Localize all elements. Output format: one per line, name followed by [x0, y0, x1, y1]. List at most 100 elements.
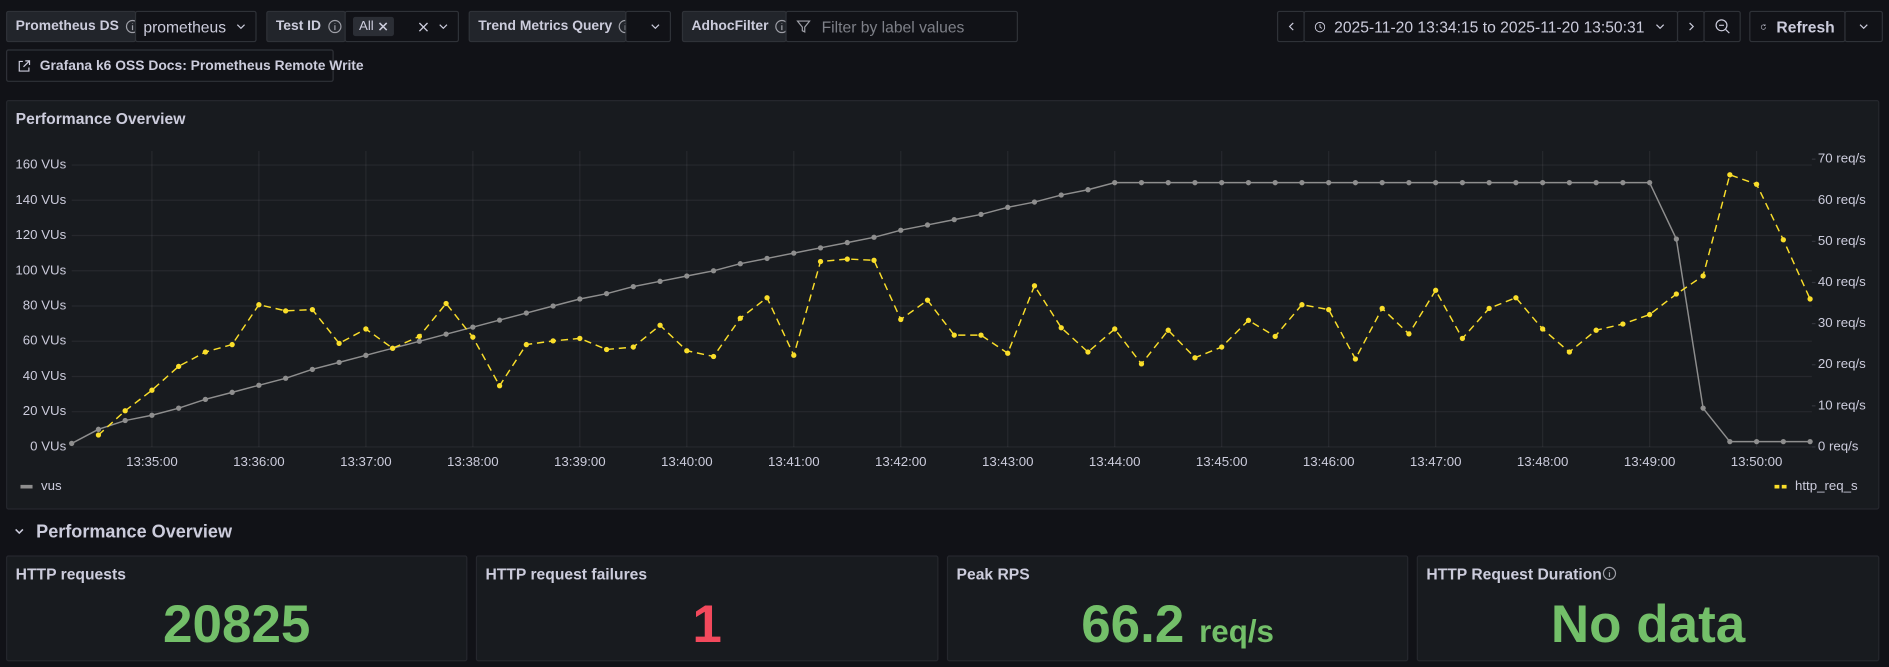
data-point [1379, 305, 1385, 312]
data-point [577, 335, 583, 342]
x-tick-label: 13:45:00 [1196, 454, 1248, 469]
data-point [1486, 305, 1492, 312]
data-point [1085, 349, 1091, 355]
refresh-icon [1760, 23, 1766, 29]
y2-tick-label: 30 req/s [1818, 315, 1866, 330]
stat-panel: Peak RPS 66.2 req/s [946, 555, 1409, 662]
chart: 0 VUs 20 VUs 40 VUs 60 VUs 80 VUs 100 VUs 120 … [15, 151, 1866, 494]
time-back[interactable] [1276, 10, 1305, 43]
trend-select[interactable] [625, 10, 672, 43]
data-point [1593, 327, 1599, 333]
data-point [871, 234, 877, 240]
data-point [764, 295, 770, 301]
data-point [630, 283, 636, 290]
data-point [470, 324, 476, 330]
chevron [1859, 24, 1868, 30]
clock-icon [1314, 21, 1326, 32]
data-point [1673, 291, 1680, 297]
data-point [1753, 439, 1760, 445]
clear-icon[interactable] [418, 21, 429, 32]
data-point [1005, 350, 1011, 356]
stat-value-box: 66.2 req/s [948, 595, 1407, 655]
filter-icon [796, 20, 811, 33]
data-point [1326, 306, 1332, 313]
row-title[interactable]: Performance Overview [36, 521, 233, 543]
data-point [1673, 236, 1680, 242]
dashboard-link[interactable]: Grafana k6 OSS Docs: Prometheus Remote W… [6, 49, 364, 82]
data-point [1379, 180, 1385, 186]
data-point [978, 211, 984, 218]
chevron [651, 24, 660, 30]
variable-label: Prometheus DS [6, 10, 139, 43]
data-point [1085, 187, 1091, 193]
data-point [122, 408, 128, 414]
data-point [282, 375, 289, 381]
data-point [229, 341, 235, 348]
x-tick-label: 13:50:00 [1731, 454, 1783, 469]
x-tick-label: 13:46:00 [1303, 454, 1355, 469]
label-text: Test ID [275, 19, 322, 34]
data-point [1138, 361, 1145, 367]
data-point [1245, 317, 1252, 323]
chip[interactable]: All [352, 16, 395, 37]
link-text: Grafana k6 OSS Docs: Prometheus Remote W… [39, 58, 364, 73]
data-point [657, 322, 663, 328]
stat-panel: HTTP requests 20825 [6, 555, 468, 662]
x-tick-label: 13:40:00 [661, 454, 713, 469]
refresh-interval[interactable] [1844, 10, 1883, 43]
data-point [496, 317, 503, 323]
data-point [844, 256, 850, 262]
y-tick-label: 140 VUs [15, 192, 66, 207]
data-point [1459, 335, 1466, 342]
data-point [1727, 172, 1733, 178]
data-point [309, 306, 316, 313]
data-point [1566, 349, 1573, 355]
chevron [439, 24, 448, 30]
adhoc-filter-input[interactable]: Filter by label values [785, 10, 1018, 43]
data-point [710, 268, 717, 274]
variable-label: AdhocFilter [681, 10, 789, 43]
data-point [1620, 180, 1626, 186]
row-chevron[interactable] [13, 525, 25, 537]
chevron [236, 24, 245, 30]
data-point [1780, 237, 1786, 243]
select-value: prometheus [143, 17, 227, 36]
variable-label: Test ID [266, 10, 346, 43]
info-icon [327, 19, 341, 34]
test-id-select[interactable]: All [344, 10, 459, 43]
data-point [1646, 311, 1653, 318]
legend-label: http_req_s [1795, 478, 1858, 493]
variable-label: Trend Metrics Query [468, 10, 633, 43]
data-point [550, 303, 556, 309]
data-point [1566, 180, 1573, 186]
data-point [176, 363, 182, 370]
data-point [336, 359, 342, 366]
data-point [496, 383, 503, 389]
zoom-icon [1714, 19, 1730, 34]
data-point [1112, 326, 1118, 332]
data-point [1539, 180, 1546, 186]
chip-remove[interactable] [379, 22, 389, 32]
placeholder: Filter by label values [821, 17, 965, 36]
y-tick-label: 80 VUs [23, 297, 67, 312]
data-point [256, 382, 262, 388]
data-point [550, 338, 556, 344]
refresh-button[interactable]: Refresh [1749, 10, 1846, 43]
data-point [951, 217, 957, 223]
data-point [1433, 287, 1439, 293]
data-point [1352, 180, 1359, 186]
data-point [630, 344, 636, 350]
time-picker[interactable]: 2025-11-20 13:34:15 to 2025-11-20 13:50:… [1303, 10, 1679, 43]
data-point [202, 349, 209, 355]
data-point [416, 333, 423, 340]
data-point [1513, 180, 1519, 186]
stat-unit: req/s [1199, 613, 1274, 650]
data-point [737, 261, 743, 267]
y2-tick-label: 50 req/s [1818, 233, 1866, 248]
panel-title: Performance Overview [15, 109, 186, 128]
time-range: 2025-11-20 13:34:15 to 2025-11-20 13:50:… [1334, 17, 1645, 36]
zoom-out[interactable] [1703, 10, 1741, 43]
datasource-select[interactable]: prometheus [134, 10, 257, 43]
stat-title: Peak RPS [956, 565, 1030, 584]
data-point [817, 245, 824, 251]
